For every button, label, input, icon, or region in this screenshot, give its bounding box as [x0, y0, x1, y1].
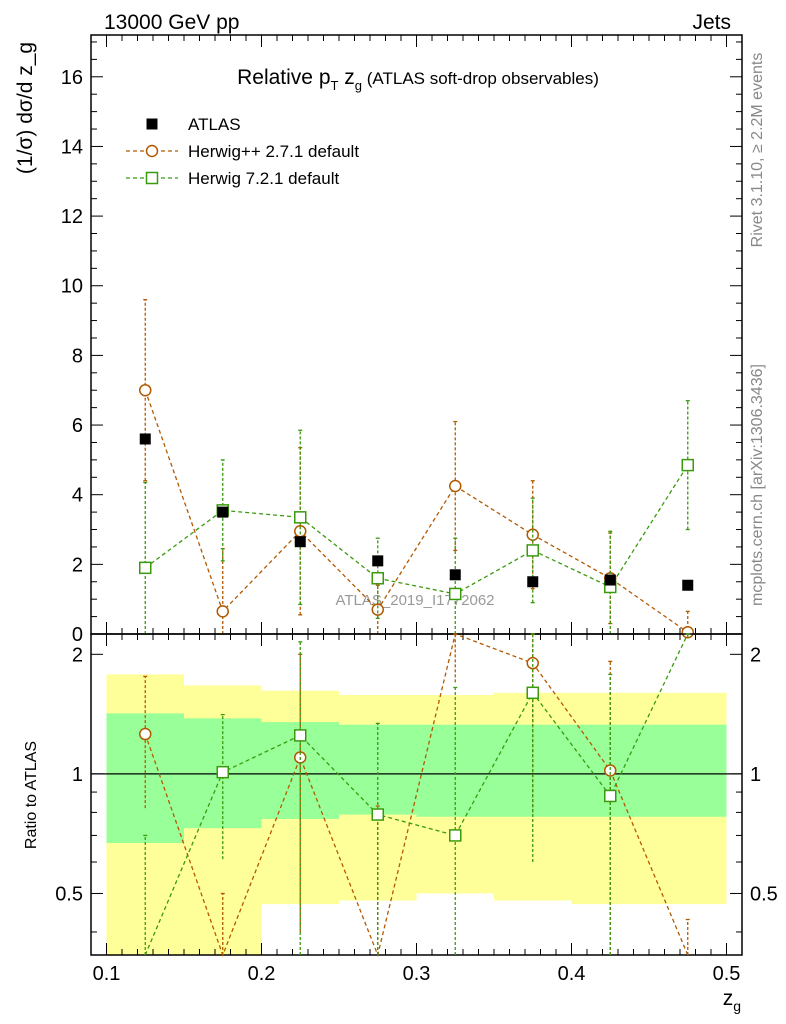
x-tick-label: 0.2 — [248, 963, 276, 985]
x-tick-label: 0.1 — [93, 963, 121, 985]
inner-band — [416, 724, 494, 817]
inner-band — [649, 724, 727, 817]
x-tick-label: 0.3 — [403, 963, 431, 985]
data-point — [449, 569, 461, 581]
data-point — [681, 458, 694, 472]
data-point — [294, 536, 306, 548]
mcplots-label: mcplots.cern.ch [arXiv:1306.3436] — [749, 364, 766, 606]
main-plot: Relative pT zg (ATLAS soft-drop observab… — [14, 34, 743, 646]
ratio-xlabel: zg — [723, 987, 741, 1014]
legend-marker — [145, 144, 159, 158]
x-tick-label: 0.5 — [713, 963, 741, 985]
rivet-label: Rivet 3.1.10, ≥ 2.2M events — [749, 53, 766, 248]
y-tick-label: 0 — [72, 624, 83, 646]
ratio-ylabel: Ratio to ATLAS — [23, 741, 40, 849]
main-ylabel: (1/σ) dσ/d z_g — [14, 42, 37, 174]
ratio-series-line — [144, 633, 689, 956]
ratio-point — [526, 686, 539, 700]
data-point — [449, 587, 462, 601]
header-right-label: Jets — [692, 11, 731, 34]
main-data-layer: 0 2 4 6 8 10 12 14 16 — [61, 34, 743, 646]
data-point — [371, 572, 384, 585]
data-point — [294, 511, 307, 524]
ratio-xlabel-sub: g — [733, 998, 741, 1014]
title-part-paren: (ATLAS soft-drop observables) — [362, 69, 599, 88]
ratio-y-tick-label-right: 0.5 — [750, 883, 778, 905]
legend-marker — [145, 171, 159, 185]
data-point — [216, 605, 229, 618]
legend-label: Herwig++ 2.7.1 default — [188, 142, 359, 161]
ratio-y-tick-label: 0.5 — [55, 883, 83, 905]
series-line — [144, 390, 689, 633]
y-tick-label: 2 — [72, 554, 83, 576]
ratio-point — [449, 829, 462, 842]
series-0 — [139, 433, 694, 591]
legend-label: Herwig 7.2.1 default — [188, 169, 339, 188]
ratio-y-tick-label-right: 2 — [750, 644, 761, 666]
ratio-plot: Ratio to ATLAS zg 0.5 0.5 1 1 2 2 0.1 0.2 0.3 0.4… — [23, 633, 778, 1014]
ratio-data-layer: 0.5 0.5 1 1 2 2 0.1 0.2 0.3 0.4 0.5 — [55, 633, 778, 985]
title-part-sub2: g — [355, 78, 362, 93]
data-point — [372, 555, 384, 567]
ratio-point — [139, 727, 152, 741]
legend: ATLAS Herwig++ 2.7.1 default Herwig 7.2.1 … — [126, 115, 359, 188]
legend-marker — [146, 118, 158, 130]
series-line — [144, 464, 689, 595]
watermark: ATLAS_2019_I1772062 — [335, 592, 494, 609]
ratio-point — [371, 808, 384, 821]
data-point — [682, 579, 694, 591]
title-part-mid: z — [338, 66, 354, 89]
data-point — [217, 506, 229, 518]
data-point — [139, 383, 152, 397]
y-tick-label: 16 — [61, 67, 83, 89]
ratio-series-line — [144, 633, 689, 958]
ratio-series-1 — [143, 633, 690, 956]
y-tick-label: 6 — [72, 415, 83, 437]
y-tick-label: 8 — [72, 345, 83, 367]
ratio-point — [294, 729, 307, 742]
ratio-point — [526, 656, 539, 670]
x-tick-label: 0.4 — [558, 963, 586, 985]
y-tick-label: 12 — [61, 206, 83, 228]
legend-label: ATLAS — [188, 115, 241, 134]
y-tick-label: 4 — [72, 485, 83, 507]
data-point — [139, 433, 151, 445]
ratio-y-tick-label: 2 — [72, 644, 83, 666]
data-point — [527, 576, 539, 588]
ratio-y-tick-label-right: 1 — [750, 764, 761, 786]
data-point — [371, 603, 384, 616]
ratio-point — [216, 765, 229, 779]
ratio-point — [604, 789, 617, 803]
data-point — [526, 544, 539, 557]
main-title: Relative pT zg (ATLAS soft-drop observab… — [237, 66, 599, 93]
y-tick-label: 10 — [61, 276, 83, 298]
data-point — [449, 479, 462, 493]
header-left-label: 13000 GeV pp — [104, 11, 239, 34]
title-part-sub: T — [331, 78, 339, 93]
title-part-main: Relative p — [237, 66, 330, 89]
ratio-y-tick-label: 1 — [72, 764, 83, 786]
data-point — [604, 574, 616, 586]
y-tick-label: 14 — [61, 136, 83, 158]
data-point — [139, 561, 152, 575]
